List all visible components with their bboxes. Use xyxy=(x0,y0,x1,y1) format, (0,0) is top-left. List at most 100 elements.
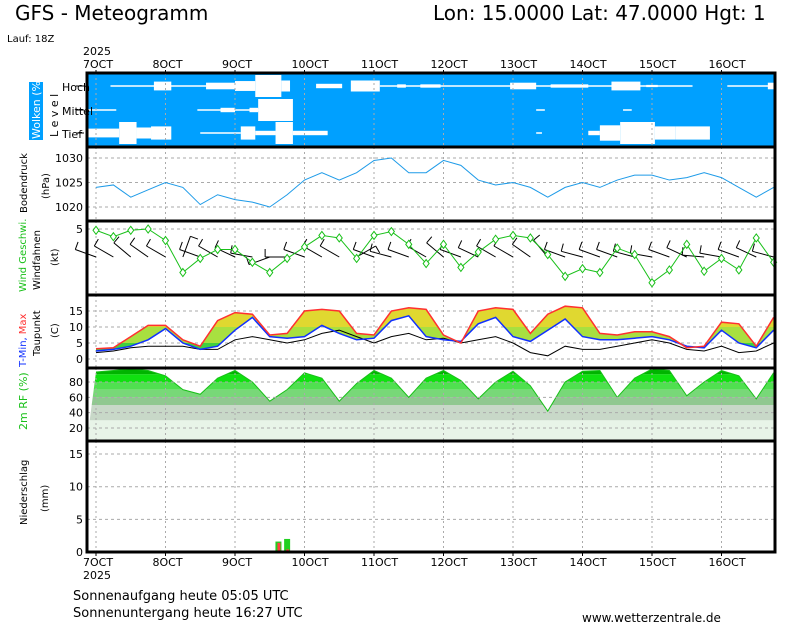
cloud-cover-tief xyxy=(654,126,676,140)
cloud-cover-hoch xyxy=(153,81,172,91)
wind-barb-feather xyxy=(533,234,541,241)
wind-barb-feather xyxy=(146,238,151,247)
cloud-cover-hoch xyxy=(611,81,641,91)
wind-speed-point xyxy=(231,244,239,255)
wind-barb-feather xyxy=(319,238,325,247)
cloud-cover-tief xyxy=(620,122,655,144)
cloud-cover-mittel xyxy=(197,109,291,111)
wind-panel: 5 xyxy=(74,219,778,297)
humidity-line xyxy=(95,368,775,413)
cloud-cover-hoch xyxy=(646,84,658,88)
date-label-bottom: 11OCT xyxy=(361,556,398,569)
wind-barb-feather xyxy=(476,238,482,247)
wind-barb-feather xyxy=(666,240,671,248)
cloud-cover-hoch xyxy=(767,82,774,90)
wind-barb-feather xyxy=(113,236,120,244)
run-label: Lauf: 18Z xyxy=(7,34,54,45)
wind-barb-shaft xyxy=(682,254,705,258)
date-label-bottom: 12OCT xyxy=(431,556,468,569)
wind-barb-feather xyxy=(387,241,392,250)
page-title: GFS - Meteogramm xyxy=(15,1,208,25)
wind-speed-point xyxy=(613,243,621,254)
wind-barb-shaft xyxy=(387,249,409,258)
cloud-cover-tief xyxy=(536,132,542,134)
precip-unit-label: (mm) xyxy=(40,485,51,512)
wind-barb-shaft xyxy=(230,252,253,258)
date-label-bottom: 13OCT xyxy=(500,556,537,569)
wind-barb-shaft xyxy=(406,245,427,258)
wind-speed-point xyxy=(161,235,170,246)
level-tief: Tief xyxy=(61,128,83,141)
date-label-top: 12OCT xyxy=(431,58,468,71)
cloud-cover-tief xyxy=(240,126,256,140)
cloud-cover-mittel xyxy=(623,109,632,111)
cloud-cover-tief xyxy=(87,128,120,138)
y-tick-label: 1030 xyxy=(55,152,83,165)
precip-convective-bar xyxy=(277,542,281,552)
humidity-band xyxy=(87,389,775,398)
y-tick-label: 5 xyxy=(76,223,83,236)
wind-barb-shaft xyxy=(752,250,774,258)
y-tick-label: 60 xyxy=(69,391,83,404)
date-label-bottom: 16OCT xyxy=(709,556,746,569)
website-link[interactable]: www.wetterzentrale.de xyxy=(582,611,721,625)
wind-barb-feather xyxy=(699,245,702,254)
wind-barb-feather xyxy=(426,236,433,244)
wind-barb-shaft xyxy=(476,245,496,258)
date-label-top: 10OCT xyxy=(292,58,329,71)
temperature-panel: 0 5 10 15 xyxy=(69,293,777,370)
wind-barb-feather xyxy=(648,241,652,250)
wind-barb-feather xyxy=(198,238,204,247)
wind-barb-shaft xyxy=(356,245,376,258)
dewpoint-axis-label: Taupunkt xyxy=(32,310,43,357)
cloud-panel-labels: Wolken (%) L e v e l Hoch Mittel Tief xyxy=(29,77,93,141)
wind-barb-shaft xyxy=(699,252,722,258)
wind-barb-shaft xyxy=(198,245,218,258)
date-label-bottom: 7OCT xyxy=(83,556,113,569)
y-tick-label: 40 xyxy=(69,407,83,420)
level-mittel: Mittel xyxy=(62,105,93,118)
wind-barb-shaft xyxy=(426,242,444,258)
tmin-label: T-Min, xyxy=(18,337,29,368)
wind-speed-point xyxy=(300,242,309,252)
cloud-cover-hoch xyxy=(206,82,235,90)
wind-speed-point xyxy=(422,258,430,269)
wind-speed-point xyxy=(370,230,378,241)
pressure-panel: 1020 1025 1030 xyxy=(55,145,777,223)
wind-speed-point xyxy=(335,233,343,243)
wind-speed-point xyxy=(717,253,726,264)
pressure-axis-label: Bodendruck xyxy=(19,153,30,213)
date-label-bottom: 15OCT xyxy=(639,556,676,569)
wind-speed-point xyxy=(144,224,152,234)
wind-barb-feather xyxy=(352,241,357,250)
wind-barb-feather xyxy=(543,241,548,250)
y-tick-label: 5 xyxy=(76,337,83,350)
date-label-top: 11OCT xyxy=(361,58,398,71)
wind-speed-point xyxy=(544,249,552,260)
wind-speed-point xyxy=(752,233,760,243)
wind-speed-point xyxy=(474,247,482,257)
cloud-cover-hoch xyxy=(510,82,537,90)
cloud-cover-tief xyxy=(136,127,152,139)
y-tick-label: 80 xyxy=(69,376,83,389)
wind-barb-feather xyxy=(629,245,633,254)
date-label-top: 13OCT xyxy=(500,58,537,71)
y-tick-label: 15 xyxy=(69,448,83,461)
cloud-cover-tief xyxy=(599,125,621,141)
y-tick-label: 0 xyxy=(76,353,83,366)
wind-speed-point xyxy=(578,263,587,274)
cloud-cover-tief xyxy=(275,122,293,144)
wind-speed-point xyxy=(492,234,500,245)
wind-speed-point xyxy=(92,225,100,236)
date-label-top: 15OCT xyxy=(639,58,676,71)
date-label-top: 9OCT xyxy=(222,58,252,71)
wind-barb-shaft xyxy=(561,250,583,258)
y-tick-label: 1025 xyxy=(55,177,83,190)
wind-barb-feather xyxy=(596,241,600,250)
cloud-cover-hoch xyxy=(235,81,256,91)
humidity-band xyxy=(87,374,775,382)
y-tick-label: 15 xyxy=(69,305,83,318)
wind-speed-point xyxy=(248,257,256,268)
date-label-top: 8OCT xyxy=(153,58,183,71)
